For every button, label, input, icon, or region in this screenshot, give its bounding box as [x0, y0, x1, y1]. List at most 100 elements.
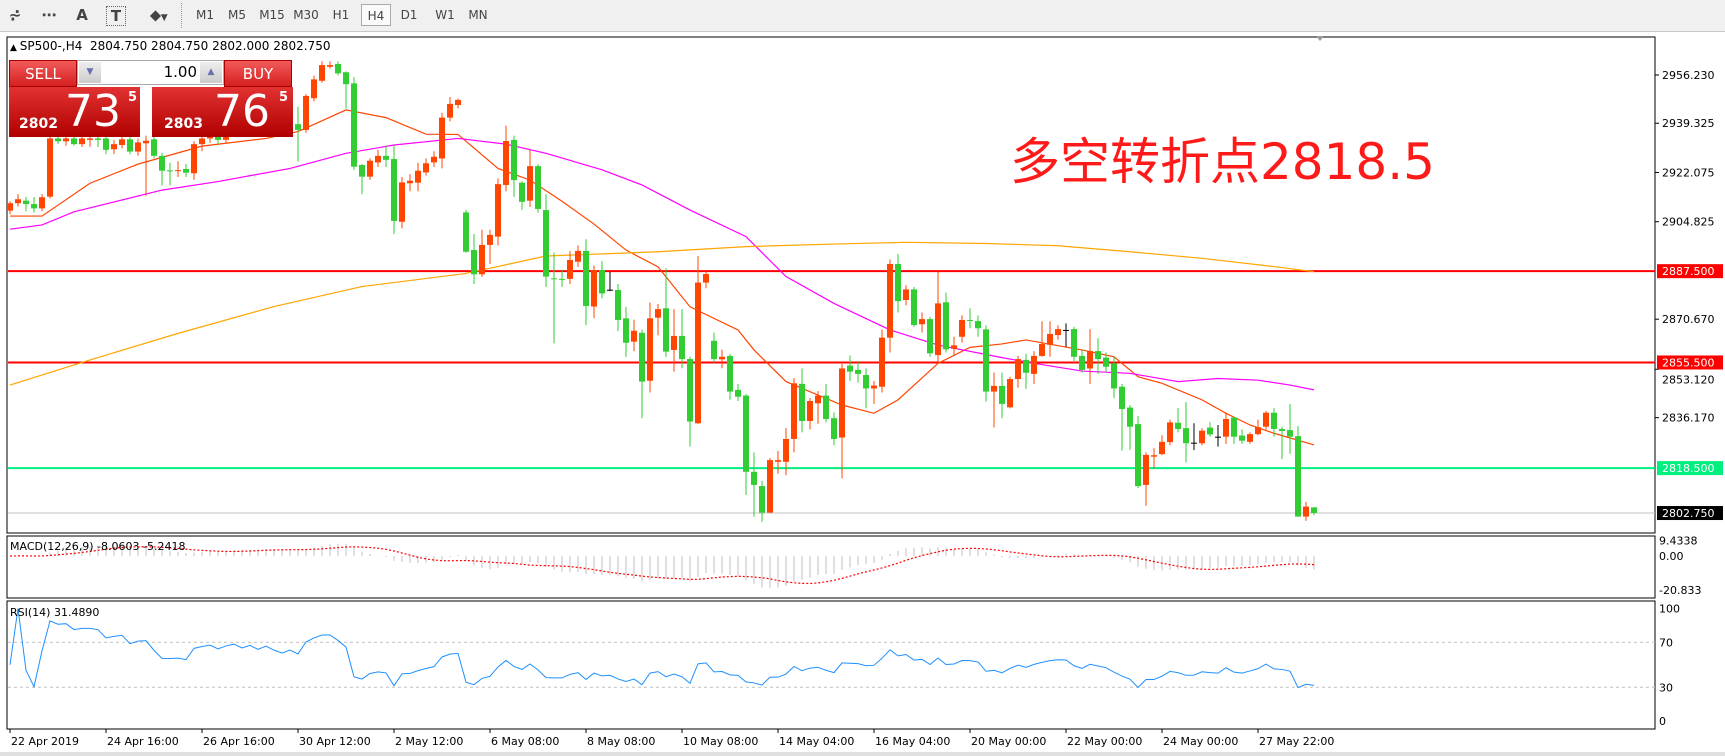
- candle-body: [903, 289, 909, 300]
- candle-body: [887, 264, 893, 338]
- candle-body: [351, 83, 357, 167]
- timeframe-m15[interactable]: M15: [259, 8, 285, 22]
- candle-body: [327, 65, 333, 67]
- candle-body: [463, 212, 469, 252]
- time-tick-label: 6 May 08:00: [491, 735, 559, 748]
- candle-body: [455, 99, 461, 106]
- price-tick-label: 2836.170: [1662, 412, 1715, 425]
- candle-body: [1031, 355, 1037, 374]
- sell-price-prefix: 2802: [19, 116, 58, 132]
- sell-price-button[interactable]: 2802 73 5: [9, 87, 140, 137]
- bottom-status-strip: [0, 752, 1725, 756]
- moving-average-slow-line: [9, 241, 1315, 386]
- candle-body: [47, 138, 53, 197]
- collapse-triangle-icon[interactable]: ▲: [10, 43, 20, 53]
- candle-body: [1167, 422, 1173, 443]
- candle-body: [103, 138, 109, 150]
- candle-body: [55, 138, 61, 142]
- candle-body: [1095, 351, 1101, 360]
- candle-body: [335, 63, 341, 74]
- candle-body: [311, 79, 317, 99]
- time-tick-label: 10 May 08:00: [683, 735, 758, 748]
- candle-body: [951, 345, 957, 349]
- timeframe-d1[interactable]: D1: [400, 8, 418, 22]
- level-price-label: 2887.500: [1662, 265, 1715, 278]
- time-tick-label: 8 May 08:00: [587, 735, 655, 748]
- chart-annotation-text[interactable]: 多空转折点2818.5: [1010, 133, 1435, 191]
- candle-body: [95, 138, 101, 140]
- candle-body: [503, 141, 509, 185]
- candle-body: [7, 203, 13, 211]
- candle-body: [847, 365, 853, 372]
- fibonacci-fan-icon[interactable]: ⋯: [41, 6, 57, 24]
- candle-body: [871, 385, 877, 389]
- candle-body: [743, 395, 749, 472]
- sell-button[interactable]: SELL: [9, 60, 77, 87]
- bid-price-tag: [1657, 506, 1723, 521]
- candle-body: [1183, 428, 1189, 444]
- elliott-wave-icon[interactable]: ⩫: [8, 6, 22, 24]
- candle-body: [359, 164, 365, 177]
- candle-body: [919, 319, 925, 325]
- candle-body: [15, 199, 21, 204]
- timeframe-m5[interactable]: M5: [228, 8, 246, 22]
- price-tick-label: 2904.825: [1662, 216, 1715, 229]
- candle-body: [935, 303, 941, 356]
- timeframe-w1[interactable]: W1: [435, 8, 455, 22]
- candle-body: [1151, 455, 1157, 457]
- rsi-tick-label: 0: [1659, 715, 1666, 728]
- timeframe-h1[interactable]: H1: [332, 8, 350, 22]
- text-label-icon[interactable]: T: [106, 6, 126, 26]
- candle-body: [927, 319, 933, 354]
- candle-body: [295, 124, 301, 130]
- candle-body: [863, 375, 869, 389]
- candle-body: [1111, 363, 1117, 389]
- candle-body: [303, 95, 309, 130]
- candle-body: [711, 340, 717, 360]
- candle-body: [1247, 434, 1253, 442]
- candle-body: [215, 134, 221, 140]
- candle-body: [551, 278, 557, 280]
- timeframe-m1[interactable]: M1: [196, 8, 214, 22]
- bid-price-label: 2802.750: [1662, 507, 1715, 520]
- macd-panel-frame: [6, 535, 1656, 599]
- time-tick-label: 24 Apr 16:00: [107, 735, 179, 748]
- candle-body: [159, 155, 165, 171]
- candle-body: [1311, 507, 1317, 514]
- candle-body: [23, 200, 29, 205]
- candle-body: [1239, 435, 1245, 441]
- candle-body: [87, 138, 93, 140]
- candle-body: [991, 385, 997, 392]
- candle-body: [431, 156, 437, 163]
- candle-body: [1199, 430, 1205, 444]
- buy-price-button[interactable]: 2803 76 5: [152, 87, 293, 137]
- chevron-down-icon: ▼: [160, 13, 168, 23]
- candle-body: [151, 139, 157, 156]
- candle-body: [879, 337, 885, 387]
- symbol-header: ▲ SP500-,H4 2804.750 2804.750 2802.000 2…: [10, 39, 330, 53]
- buy-price-prefix: 2803: [164, 116, 203, 132]
- candle-body: [831, 418, 837, 439]
- candle-body: [975, 321, 981, 329]
- arrows-dropdown-icon[interactable]: ⬥▼: [141, 4, 177, 26]
- timeframe-h4[interactable]: H4: [361, 4, 391, 26]
- timeframe-m30[interactable]: M30: [293, 8, 319, 22]
- candle-body: [823, 395, 829, 419]
- candle-body: [775, 460, 781, 462]
- price-tick-label: 2939.325: [1662, 117, 1715, 130]
- candle-body: [607, 289, 613, 291]
- candle-body: [1303, 506, 1309, 517]
- lot-increase-button[interactable]: ▲: [200, 62, 222, 83]
- candle-body: [575, 250, 581, 262]
- level-price-label: 2818.500: [1662, 462, 1715, 475]
- candle-body: [543, 210, 549, 277]
- candle-body: [167, 170, 173, 172]
- rsi-line: [9, 608, 1315, 689]
- lot-decrease-button[interactable]: ▼: [79, 62, 101, 83]
- text-icon[interactable]: A: [76, 6, 88, 24]
- timeframe-mn[interactable]: MN: [468, 8, 488, 22]
- buy-button[interactable]: BUY: [224, 60, 292, 87]
- lot-size-input[interactable]: [104, 61, 197, 84]
- lot-size-stepper: ▼ ▲: [77, 60, 224, 85]
